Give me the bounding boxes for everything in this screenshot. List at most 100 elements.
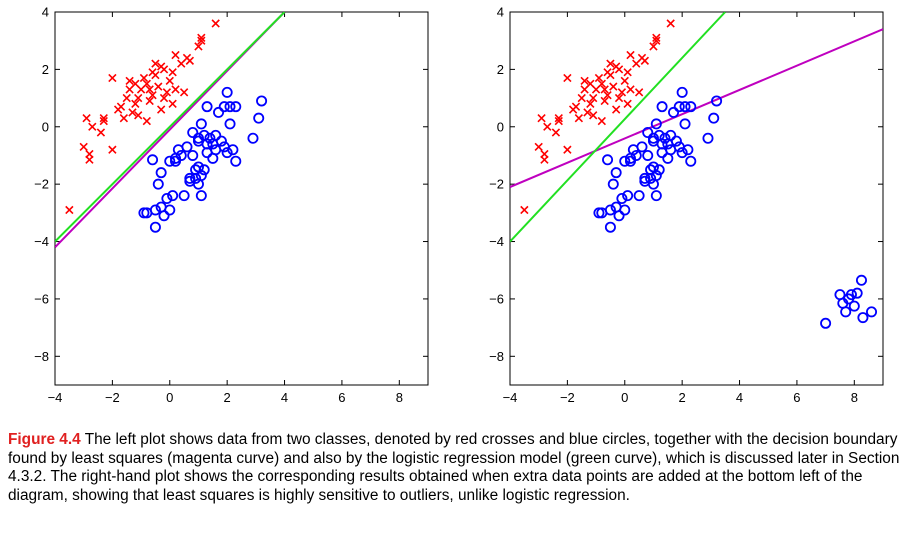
point-circle (851, 287, 863, 299)
point-circle (190, 172, 202, 184)
point-circle (604, 221, 616, 233)
point-circle (164, 155, 176, 167)
point-cross (623, 99, 632, 108)
point-cross (171, 50, 180, 60)
point-cross (614, 65, 624, 74)
point-cross (597, 79, 606, 88)
y-tick-label: −6 (489, 291, 504, 306)
point-cross (554, 116, 563, 126)
point-circle (659, 132, 671, 144)
x-tick-label: −2 (560, 390, 575, 405)
point-cross (634, 88, 644, 97)
point-cross (640, 56, 650, 65)
point-circle (167, 190, 179, 202)
y-tick-label: −2 (34, 177, 49, 192)
point-cross (594, 73, 604, 83)
point-cross (652, 33, 661, 42)
point-circle (218, 101, 230, 113)
point-circle (230, 101, 242, 113)
point-cross (82, 113, 91, 123)
point-circle (164, 204, 176, 216)
point-cross (563, 145, 572, 154)
point-circle (711, 95, 723, 107)
y-tick-label: 2 (497, 62, 504, 77)
point-cross (154, 82, 163, 91)
point-cross (159, 65, 169, 74)
point-circle (181, 141, 193, 153)
point-cross (666, 19, 675, 28)
point-circle (676, 147, 688, 159)
point-cross (551, 128, 561, 137)
point-circle (665, 129, 677, 141)
point-cross (134, 93, 143, 103)
point-cross (649, 42, 658, 51)
point-circle (679, 118, 691, 130)
x-tick-label: 0 (166, 390, 173, 405)
point-circle (187, 127, 199, 139)
point-circle (650, 118, 662, 130)
point-circle (619, 204, 631, 216)
point-circle (619, 155, 631, 167)
point-circle (622, 190, 634, 202)
plot-left: −4 −2 0 2 4 6 8 4 2 0 −2 −4 −6 −8 (34, 5, 429, 405)
point-cross (609, 82, 618, 91)
point-cross (614, 93, 624, 103)
point-circle (613, 210, 625, 222)
y-tick-label: −4 (34, 234, 49, 249)
point-circle (195, 190, 207, 202)
x-tick-label: 0 (621, 390, 628, 405)
point-circle (178, 190, 190, 202)
point-circle (247, 132, 259, 144)
point-circle (708, 112, 720, 124)
boundary-lines (510, 12, 883, 243)
point-circle (656, 101, 668, 113)
point-circle (147, 154, 159, 166)
y-tick-label: 4 (42, 5, 49, 20)
point-circle (227, 144, 239, 156)
point-cross (537, 113, 546, 123)
point-cross (520, 205, 529, 215)
caption-text: The left plot shows data from two classe… (8, 431, 900, 504)
point-circle (653, 164, 665, 176)
caption-label: Figure 4.4 (8, 431, 81, 448)
point-cross (603, 91, 612, 100)
point-circle (175, 149, 187, 161)
point-cross (151, 59, 160, 68)
point-cross (108, 145, 117, 154)
point-circle (670, 135, 682, 147)
point-circle (204, 132, 216, 144)
x-tick-label: 6 (338, 390, 345, 405)
point-circle (685, 101, 697, 113)
line-logistic-regression (55, 12, 286, 243)
point-circle (630, 149, 642, 161)
point-circle (840, 306, 852, 318)
point-circle (650, 170, 662, 182)
point-cross (606, 59, 615, 68)
point-circle (602, 154, 614, 166)
point-cross (108, 73, 117, 83)
point-cross (171, 85, 180, 94)
y-tick-label: −8 (489, 349, 504, 364)
point-circle (636, 141, 648, 153)
point-cross (85, 155, 94, 164)
point-circle (224, 101, 236, 113)
point-cross (122, 93, 131, 103)
point-circle (213, 106, 225, 118)
point-cross (88, 122, 97, 131)
point-circle (604, 204, 616, 216)
point-circle (221, 86, 233, 98)
point-cross (139, 73, 149, 83)
line-logistic-regression (510, 12, 726, 243)
point-cross (211, 19, 220, 28)
point-cross (534, 142, 543, 152)
point-circle (158, 210, 170, 222)
y-tick-label: −8 (34, 349, 49, 364)
figure-caption: Figure 4.4 The left plot shows data from… (8, 431, 916, 505)
point-circle (642, 149, 654, 161)
point-cross (131, 99, 140, 108)
point-cross (194, 42, 203, 51)
point-cross (617, 88, 627, 97)
point-cross (142, 79, 151, 88)
point-circle (155, 167, 167, 179)
x-tick-label: 4 (281, 390, 288, 405)
